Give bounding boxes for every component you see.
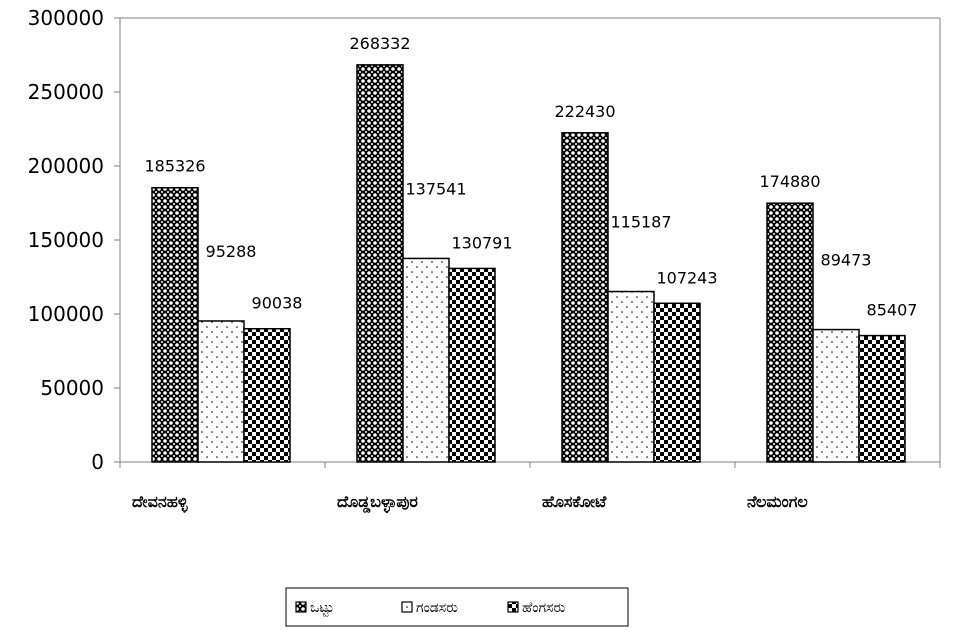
y-tick-label: 300000 <box>28 6 104 30</box>
data-label: 130791 <box>451 233 512 252</box>
y-tick-label: 250000 <box>28 80 104 104</box>
y-tick-label: 50000 <box>40 376 104 400</box>
data-label: 115187 <box>610 213 671 232</box>
x-tick-label: ನೆಲಮಂಗಲ <box>747 492 808 511</box>
data-label: 174880 <box>759 172 820 191</box>
x-tick-label: ದೊಡ್ಡಬಳ್ಳಾಪುರ <box>337 492 418 514</box>
bar-3-3 <box>653 302 701 463</box>
bar-1-2 <box>356 64 404 463</box>
legend-label: ಗಂಡಸರು <box>416 600 458 616</box>
data-label: 137541 <box>405 179 466 198</box>
bar-1-1 <box>151 186 199 463</box>
legend-swatch <box>507 601 519 613</box>
legend-box <box>285 587 629 627</box>
y-tick-label: 0 <box>91 450 104 474</box>
legend-label: ಒಟ್ಟು <box>310 600 334 616</box>
bar-1-3 <box>561 132 609 463</box>
legend-label: ಹೆಂಗಸರು <box>522 600 565 616</box>
bar-2-1 <box>197 320 245 463</box>
bar-2-4 <box>812 328 860 463</box>
x-tick-label: ದೇವನಹಳ್ಳಿ <box>132 492 188 513</box>
legend-swatch <box>401 601 413 613</box>
y-tick-label: 150000 <box>28 228 104 252</box>
legend-swatch <box>295 601 307 613</box>
y-tick-label: 100000 <box>28 302 104 326</box>
data-label: 85407 <box>867 301 918 320</box>
bar-3-2 <box>448 267 496 463</box>
data-label: 90038 <box>252 294 303 313</box>
bar-2-2 <box>402 257 450 463</box>
x-tick-label: ಹೊಸಕೋಟೆ <box>542 492 607 511</box>
data-label: 107243 <box>656 268 717 287</box>
bar-1-4 <box>766 202 814 463</box>
data-label: 89473 <box>821 251 872 270</box>
data-label: 95288 <box>206 242 257 261</box>
legend: ಒಟ್ಟು ಗಂಡಸರು ಹೆಂಗಸರು <box>285 587 629 627</box>
data-label: 222430 <box>554 102 615 121</box>
bar-3-4 <box>858 334 906 463</box>
bar-2-3 <box>607 290 655 463</box>
y-tick-label: 200000 <box>28 154 104 178</box>
plot-area: 0 50000 100000 150000 200000 250000 300000 1853… <box>28 6 941 514</box>
data-label: 268332 <box>349 34 410 53</box>
data-label: 185326 <box>144 157 205 176</box>
bar-3-1 <box>243 327 291 463</box>
